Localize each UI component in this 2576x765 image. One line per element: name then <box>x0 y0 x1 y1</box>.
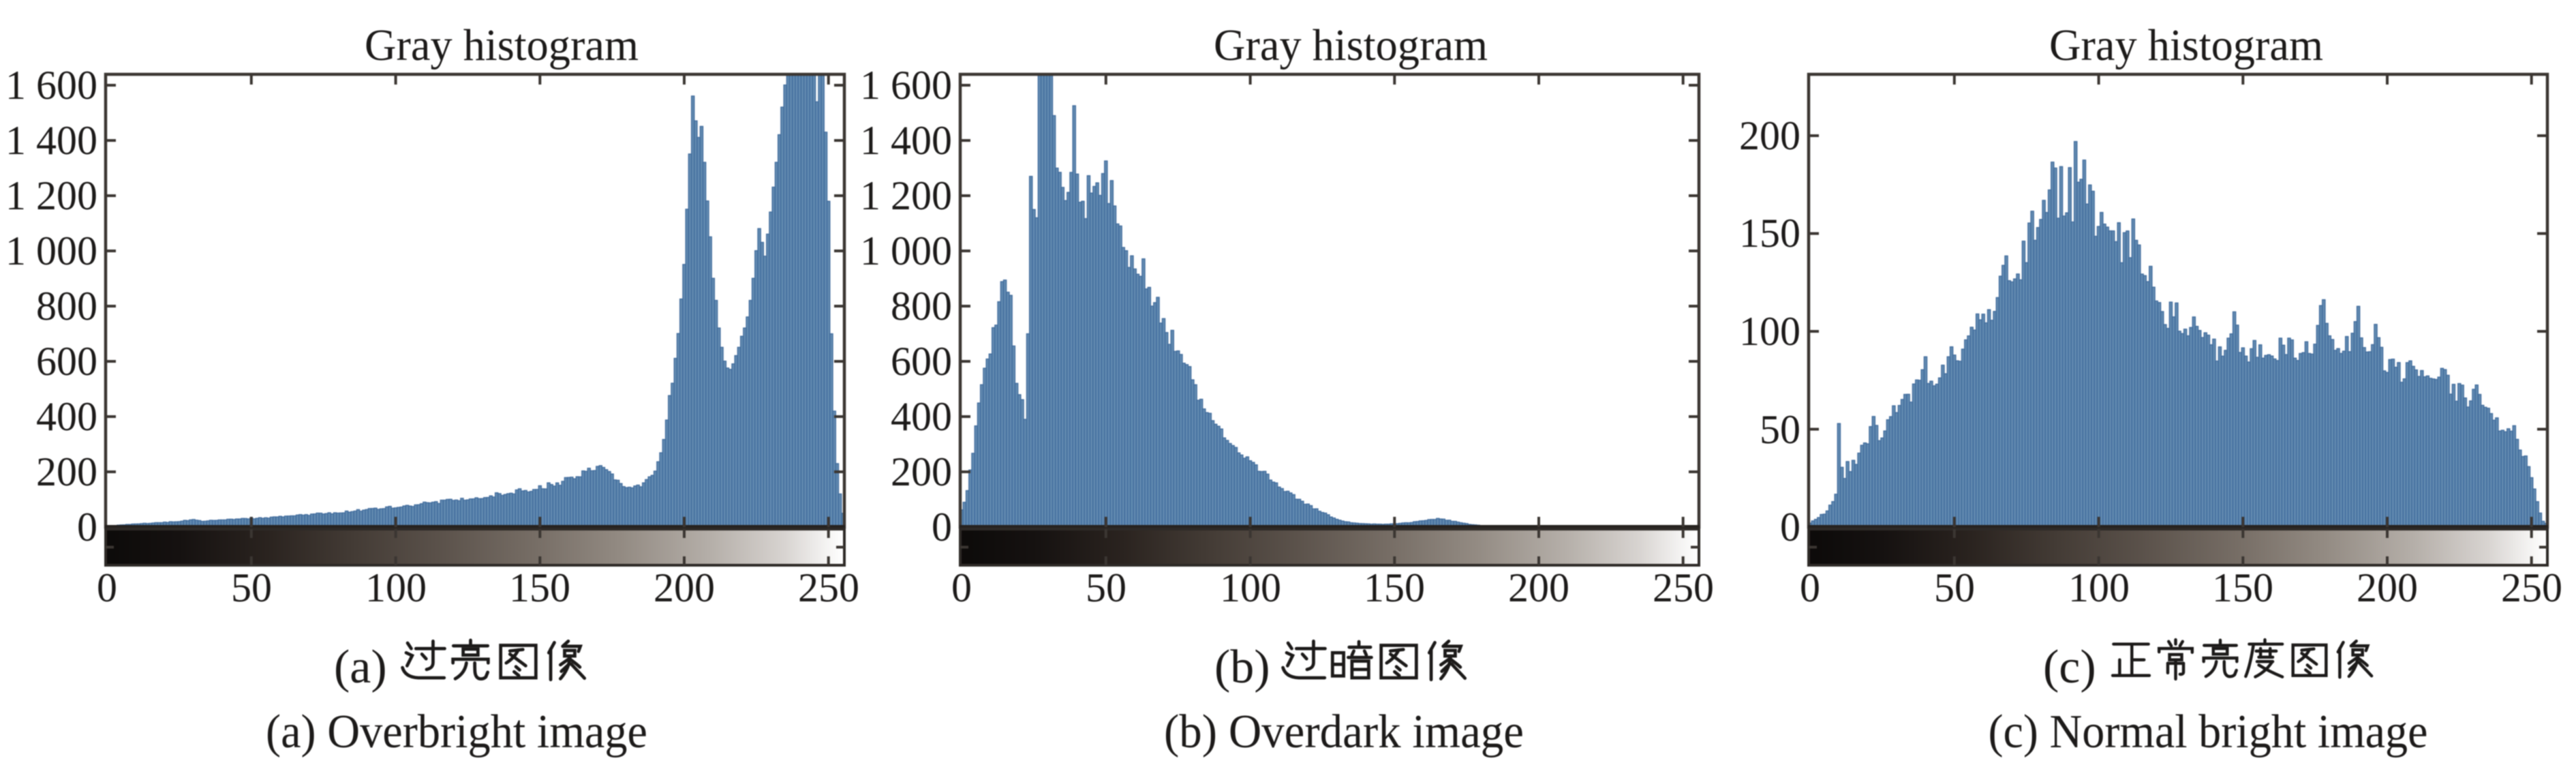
svg-text:150: 150 <box>1739 211 1800 256</box>
svg-text:50: 50 <box>231 565 272 610</box>
svg-text:400: 400 <box>891 394 952 439</box>
svg-text:0: 0 <box>97 565 117 610</box>
svg-text:1 600: 1 600 <box>5 63 97 108</box>
svg-text:(b): (b) <box>1214 641 1270 693</box>
svg-text:600: 600 <box>891 339 952 384</box>
svg-text:1 400: 1 400 <box>5 118 97 163</box>
svg-text:(c) Normal bright image: (c) Normal bright image <box>1989 706 2428 758</box>
svg-text:0: 0 <box>1800 565 1820 610</box>
svg-text:(a): (a) <box>334 641 387 693</box>
svg-text:100: 100 <box>1220 565 1281 610</box>
svg-text:250: 250 <box>2501 565 2562 610</box>
svg-text:1 000: 1 000 <box>5 228 97 273</box>
svg-text:1 200: 1 200 <box>860 173 952 218</box>
svg-text:(a) Overbright image: (a) Overbright image <box>266 706 647 758</box>
svg-text:150: 150 <box>509 565 570 610</box>
svg-text:150: 150 <box>2212 565 2273 610</box>
svg-text:0: 0 <box>932 505 952 550</box>
svg-text:200: 200 <box>36 449 97 494</box>
svg-text:250: 250 <box>798 565 859 610</box>
svg-text:50: 50 <box>1086 565 1126 610</box>
svg-text:1 400: 1 400 <box>860 118 952 163</box>
svg-text:0: 0 <box>951 565 972 610</box>
svg-text:50: 50 <box>1934 565 1975 610</box>
svg-text:Gray histogram: Gray histogram <box>1214 20 1488 70</box>
svg-text:(c): (c) <box>2043 641 2096 693</box>
svg-text:(b) Overdark image: (b) Overdark image <box>1164 706 1524 758</box>
svg-text:Gray histogram: Gray histogram <box>365 20 639 70</box>
svg-text:50: 50 <box>1760 407 1800 452</box>
svg-text:800: 800 <box>36 284 97 329</box>
svg-text:200: 200 <box>1739 113 1800 158</box>
svg-text:0: 0 <box>77 505 97 550</box>
svg-text:100: 100 <box>365 565 427 610</box>
svg-text:1 000: 1 000 <box>860 228 952 273</box>
svg-text:200: 200 <box>891 449 952 494</box>
svg-text:100: 100 <box>2068 565 2130 610</box>
svg-text:200: 200 <box>1508 565 1569 610</box>
svg-text:200: 200 <box>2357 565 2418 610</box>
svg-text:200: 200 <box>654 565 715 610</box>
svg-text:800: 800 <box>891 284 952 329</box>
svg-text:1 200: 1 200 <box>5 173 97 218</box>
svg-text:150: 150 <box>1364 565 1425 610</box>
svg-text:0: 0 <box>1780 505 1800 550</box>
svg-text:1 600: 1 600 <box>860 63 952 108</box>
svg-text:600: 600 <box>36 339 97 384</box>
svg-text:250: 250 <box>1653 565 1714 610</box>
svg-text:400: 400 <box>36 394 97 439</box>
svg-text:Gray histogram: Gray histogram <box>2049 20 2323 70</box>
svg-text:100: 100 <box>1739 309 1800 354</box>
